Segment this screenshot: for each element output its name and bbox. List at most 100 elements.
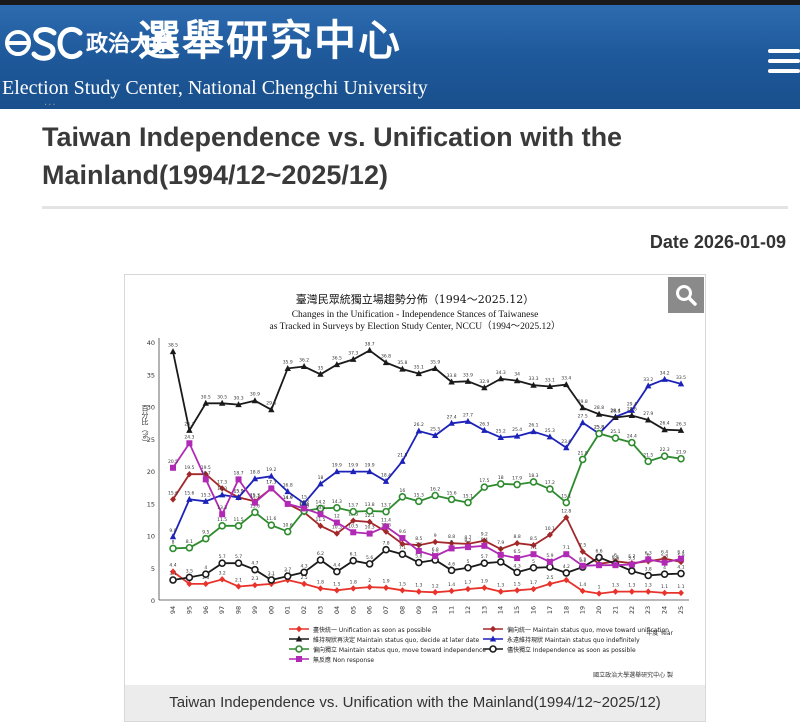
data-point (628, 588, 635, 595)
data-label: 12.1 (365, 513, 375, 519)
data-point (496, 558, 505, 566)
data-point (612, 588, 619, 595)
data-label: 15.6 (447, 490, 457, 496)
data-label: 37.3 (348, 350, 358, 356)
data-label: 28.4 (610, 408, 620, 414)
data-point (234, 522, 243, 530)
data-point (219, 485, 226, 492)
data-label: 6.5 (514, 549, 521, 555)
legend-entry: 盡快統一 Unification as soon as possible (313, 626, 431, 634)
data-point (677, 454, 685, 463)
data-point (563, 381, 570, 388)
data-label: 25.8 (594, 425, 604, 431)
trend-chart: 臺灣民眾統獨立場趨勢分佈（1994～2025.12） Changes in the… (141, 292, 689, 679)
data-label: 13.3 (315, 505, 325, 511)
data-point (645, 416, 652, 423)
data-label: 14.3 (332, 499, 342, 505)
data-label: 33.1 (545, 378, 555, 384)
data-label: 32.9 (479, 379, 489, 385)
series-line (172, 570, 681, 595)
x-tick-label: 06 (366, 606, 374, 614)
data-label: 25.5 (430, 427, 440, 433)
data-label: 1.3 (645, 583, 652, 589)
data-point (661, 426, 668, 433)
data-point (661, 559, 668, 566)
x-tick-label: 95 (185, 606, 193, 614)
data-point (497, 588, 504, 595)
data-point (301, 580, 308, 588)
data-label: 5.4 (595, 556, 602, 562)
data-label: 1.1 (661, 584, 668, 590)
logo-english-name: Election Study Center, National Chengchi… (2, 77, 428, 99)
chart-figure[interactable]: 臺灣民眾統獨立場趨勢分佈（1994～2025.12） Changes in the… (124, 274, 706, 722)
data-point (415, 588, 422, 595)
data-label: 15.9 (234, 488, 244, 494)
data-point (529, 563, 538, 572)
data-label: 29.5 (266, 401, 276, 407)
data-label: 7.8 (382, 541, 389, 547)
data-point (349, 507, 358, 516)
data-point (596, 590, 603, 597)
legend-entry: 無反應 Non response (313, 656, 374, 664)
data-label: 1.4 (579, 582, 586, 588)
x-tick-label: 15 (513, 606, 521, 614)
data-label: 5.6 (366, 555, 373, 561)
data-label: 38.7 (365, 341, 375, 347)
data-label: 1.8 (350, 579, 357, 585)
data-label: 27.9 (643, 411, 653, 417)
chart-title: 臺灣民眾統獨立場趨勢分佈（1994～2025.12） (296, 292, 534, 306)
page-title: Taiwan Independence vs. Unification with… (42, 122, 623, 190)
data-label: 24.4 (627, 434, 637, 440)
data-point (447, 495, 456, 504)
chart-source: 國立政治大學選舉研究中心 製 (593, 671, 673, 679)
data-label: 18.4 (381, 472, 391, 478)
data-label: 22.3 (660, 447, 670, 453)
y-tick-label: 10 (147, 533, 155, 541)
data-label: 9 (434, 533, 437, 539)
data-label: 35 (318, 365, 324, 371)
data-label: 21.5 (643, 452, 653, 458)
data-point (219, 576, 226, 583)
data-point (513, 480, 521, 489)
data-label: 15.3 (201, 492, 211, 498)
data-label: 6 (614, 552, 617, 558)
data-point (448, 545, 455, 552)
data-label: 6.8 (432, 547, 439, 553)
data-point (268, 485, 275, 492)
data-point (383, 584, 390, 591)
data-point (251, 397, 259, 404)
data-label: 18.8 (250, 470, 260, 476)
data-label: 4.4 (169, 563, 176, 569)
data-label: 17.9 (512, 476, 522, 482)
data-point (251, 499, 258, 506)
data-label: 8.8 (448, 534, 455, 540)
esc-logo-icon[interactable] (4, 15, 84, 71)
menu-bar (768, 59, 800, 63)
hamburger-menu-icon[interactable] (768, 49, 800, 75)
data-point (317, 511, 324, 518)
data-point (661, 555, 668, 562)
zoom-button[interactable] (668, 277, 704, 313)
data-label: 7.9 (497, 540, 504, 546)
data-label: 10.3 (365, 525, 375, 531)
data-label: 9.2 (481, 532, 488, 538)
data-label: 1.3 (612, 583, 619, 589)
data-point (645, 382, 652, 389)
data-label: 25.1 (610, 429, 620, 435)
data-label: 20.5 (168, 459, 178, 465)
data-label: 29.8 (578, 399, 588, 405)
legend-entry: 儘快獨立 Independence as soon as possible (507, 646, 636, 654)
data-label: 28.6 (627, 407, 637, 413)
data-point (546, 485, 554, 493)
data-point (234, 559, 243, 568)
data-point (645, 588, 652, 595)
data-label: 10.3 (332, 525, 342, 531)
series-line (172, 349, 682, 433)
data-point (514, 555, 521, 562)
data-point (611, 434, 620, 442)
data-point (448, 419, 455, 426)
data-point (300, 499, 308, 506)
data-label: 14.2 (299, 499, 309, 505)
data-point (546, 383, 554, 390)
data-point (464, 377, 472, 384)
